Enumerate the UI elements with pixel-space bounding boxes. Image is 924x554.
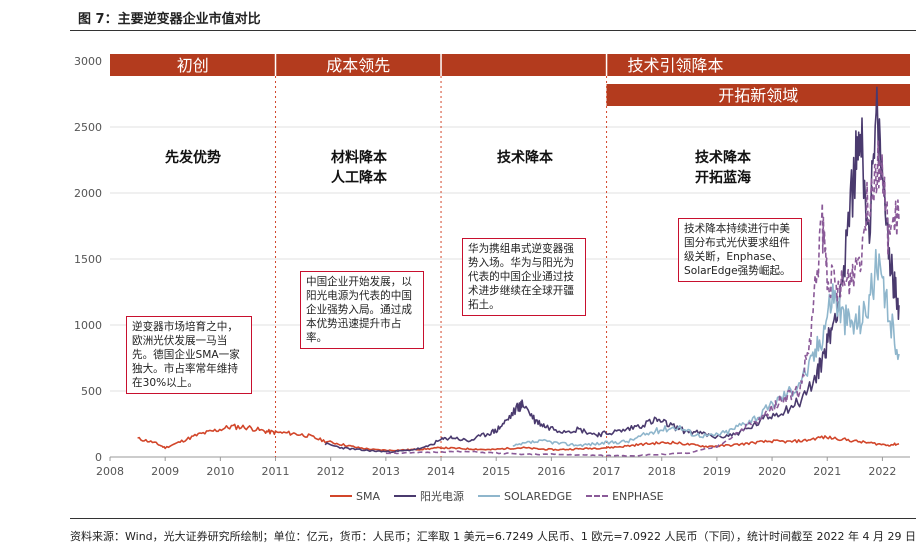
bottom-rule <box>70 518 916 519</box>
legend-label-sungrow: 阳光电源 <box>420 490 464 503</box>
phase-title-1: 先发优势 <box>165 150 221 166</box>
annotation-text-3: 华为携组串式逆变器强势入场。华为与阳光为代表的中国企业通过技术进步继续在全球开疆… <box>468 243 574 311</box>
annotation-box-1: 逆变器市场培育之中，欧洲光伏发展一马当先。德国企业SMA一家独大。市占率常年维持… <box>126 316 252 394</box>
legend-label-solaredge: SOLAREDGE <box>504 489 573 503</box>
y-tick-label: 2000 <box>74 187 102 200</box>
annotation-box-4: 技术降本持续进行中美国分布式光伏要求组件级关断，Enphase、SolarEdg… <box>678 218 802 282</box>
x-tick-label: 2020 <box>758 465 786 478</box>
legend-swatch-sungrow <box>394 495 416 497</box>
top-rule <box>70 30 916 31</box>
phase-title-4: 技术降本 开拓蓝海 <box>695 150 751 186</box>
x-tick-label: 2017 <box>593 465 621 478</box>
x-tick-label: 2018 <box>648 465 676 478</box>
x-axis: 2008 2009 2010 2011 2012 2013 2014 2015 2016 2017… <box>96 456 910 478</box>
x-tick-label: 2013 <box>372 465 400 478</box>
annotation-text-2: 中国企业开始发展，以阳光电源为代表的中国企业强势入局。通过成本优势迅速提升市占率… <box>306 276 412 344</box>
y-tick-label: 500 <box>81 385 102 398</box>
series-line <box>512 248 900 448</box>
legend-label-enphase: ENPHASE <box>612 489 664 503</box>
legend-swatch-sma <box>330 495 352 497</box>
source-note: 资料来源：Wind，光大证券研究所绘制；单位：亿元，货币：人民币；汇率取 1 美… <box>70 530 917 543</box>
annotation-box-3: 华为携组串式逆变器强势入场。华为与阳光为代表的中国企业通过技术进步继续在全球开疆… <box>462 238 586 316</box>
annotation-box-2: 中国企业开始发展，以阳光电源为代表的中国企业强势入局。通过成本优势迅速提升市占率… <box>300 271 424 349</box>
phase-title-3: 技术降本 <box>497 150 553 166</box>
y-tick-label: 1500 <box>74 253 102 266</box>
x-tick-label: 2022 <box>868 465 896 478</box>
x-tick-label: 2021 <box>813 465 841 478</box>
market-cap-chart: 0 500 1000 1500 2000 2500 3000 2008 2009 2010 201… <box>74 54 910 478</box>
phase-bar-label: 初创 <box>177 56 209 75</box>
x-tick-label: 2008 <box>96 465 124 478</box>
y-tick-label: 2500 <box>74 121 102 134</box>
phase-bar <box>606 84 910 106</box>
y-tick-label: 1000 <box>74 319 102 332</box>
legend-label-sma: SMA <box>356 489 380 503</box>
figure-title: 图 7：主要逆变器企业市值对比 <box>78 12 261 27</box>
x-tick-label: 2019 <box>703 465 731 478</box>
phase-bar-label: 开拓新领域 <box>718 86 798 105</box>
series-line <box>324 86 900 454</box>
x-tick-label: 2012 <box>317 465 345 478</box>
legend-swatch-enphase <box>586 495 609 497</box>
x-tick-label: 2011 <box>262 465 290 478</box>
phase-bar-label: 技术引领降本 <box>628 56 724 75</box>
phase-title-2: 材料降本 人工降本 <box>331 150 387 186</box>
legend-item-enphase: ENPHASE <box>586 490 664 503</box>
series-lines <box>137 86 900 457</box>
y-tick-label: 0 <box>95 451 102 464</box>
annotation-text-1: 逆变器市场培育之中，欧洲光伏发展一马当先。德国企业SMA一家独大。市占率常年维持… <box>132 321 240 389</box>
legend-swatch-solaredge <box>478 495 500 497</box>
legend-item-sma: SMA <box>330 490 380 503</box>
legend-item-solaredge: SOLAREDGE <box>478 490 572 503</box>
y-tick-label: 3000 <box>74 55 102 68</box>
y-axis: 0 500 1000 1500 2000 2500 3000 <box>74 55 102 464</box>
x-tick-label: 2016 <box>537 465 565 478</box>
x-tick-label: 2015 <box>482 465 510 478</box>
phase-bar <box>275 54 442 76</box>
chart-legend: SMA 阳光电源 SOLAREDGE ENPHASE <box>330 488 664 504</box>
annotation-text-4: 技术降本持续进行中美国分布式光伏要求组件级关断，Enphase、SolarEdg… <box>684 223 791 277</box>
x-tick-label: 2014 <box>427 465 455 478</box>
series-line <box>137 423 900 452</box>
phase-bar <box>110 54 276 76</box>
phase-bar <box>441 54 910 76</box>
legend-item-sungrow: 阳光电源 <box>394 488 464 504</box>
x-tick-label: 2010 <box>206 465 234 478</box>
phase-bar-label: 成本领先 <box>326 56 390 75</box>
phase-dividers <box>275 76 608 457</box>
x-tick-label: 2009 <box>151 465 179 478</box>
